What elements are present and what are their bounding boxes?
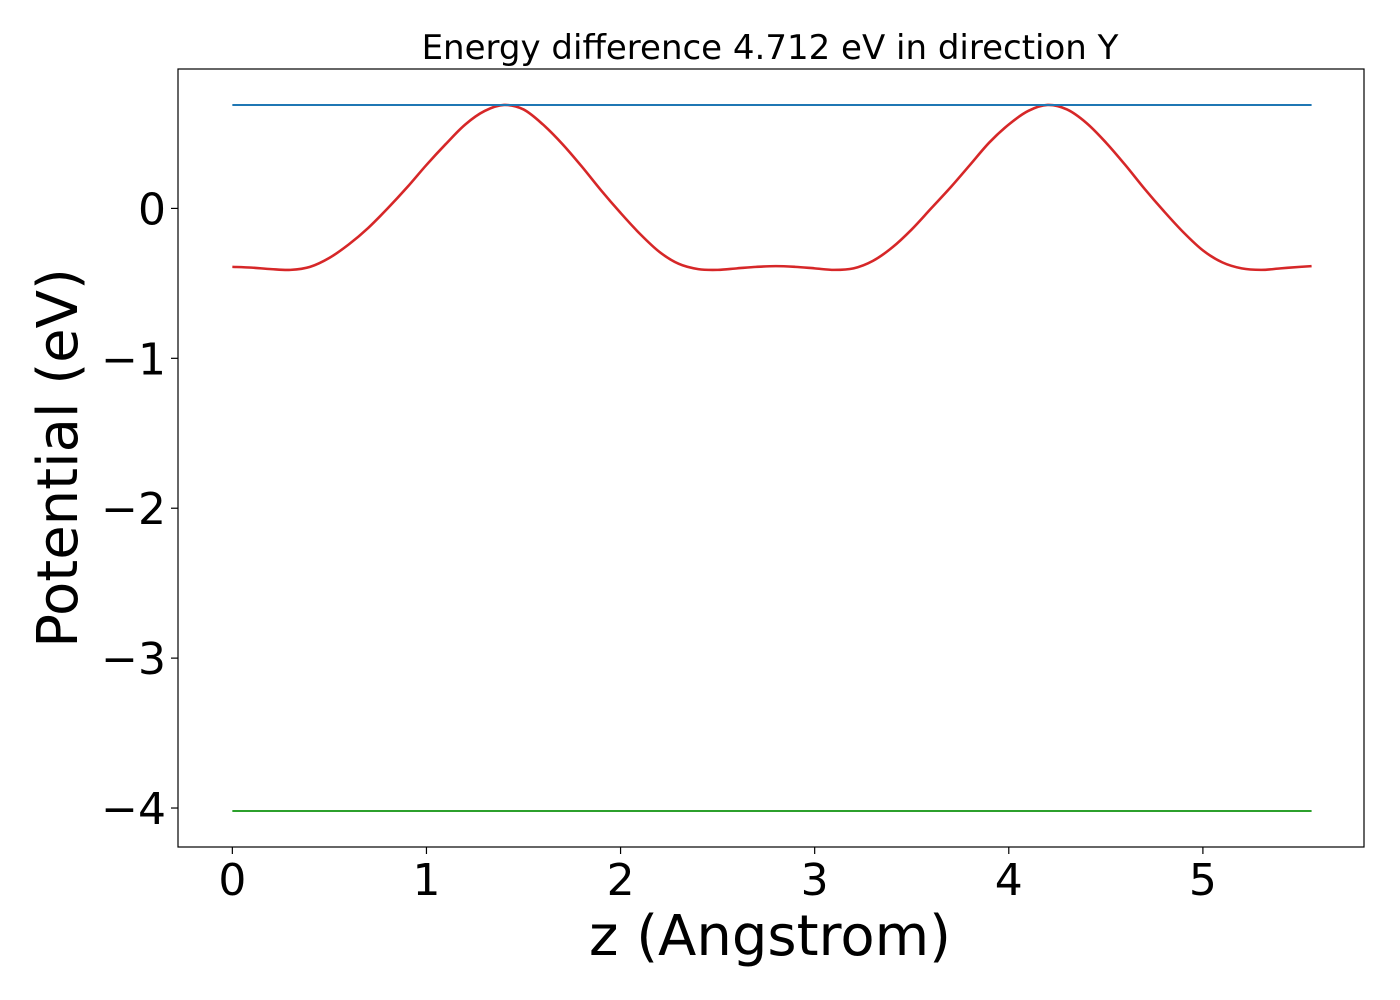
y-tick-label: −3 [101, 634, 166, 685]
y-tick-label: −4 [101, 784, 166, 835]
x-tick-label: 0 [218, 855, 246, 906]
x-tick-label: 4 [995, 855, 1023, 906]
x-tick-label: 2 [607, 855, 635, 906]
potential-curve-line [232, 103, 1312, 272]
plot-area [177, 68, 1365, 848]
chart-title: Energy difference 4.712 eV in direction … [422, 28, 1119, 68]
plot-frame [177, 68, 1365, 848]
x-axis-ticks: 0 1 2 3 4 5 [218, 847, 1217, 906]
y-axis-label: Potential (eV) [26, 268, 91, 648]
x-tick-label: 5 [1189, 855, 1217, 906]
x-axis-label: z (Angstrom) [589, 904, 951, 969]
y-axis-ticks: −4 −3 −2 −1 0 [101, 184, 178, 835]
x-tick-label: 1 [412, 855, 440, 906]
y-tick-label: −2 [101, 484, 166, 535]
y-tick-label: −1 [101, 334, 166, 385]
series-layer [232, 103, 1312, 813]
x-tick-label: 3 [801, 855, 829, 906]
y-tick-label: 0 [138, 184, 166, 235]
